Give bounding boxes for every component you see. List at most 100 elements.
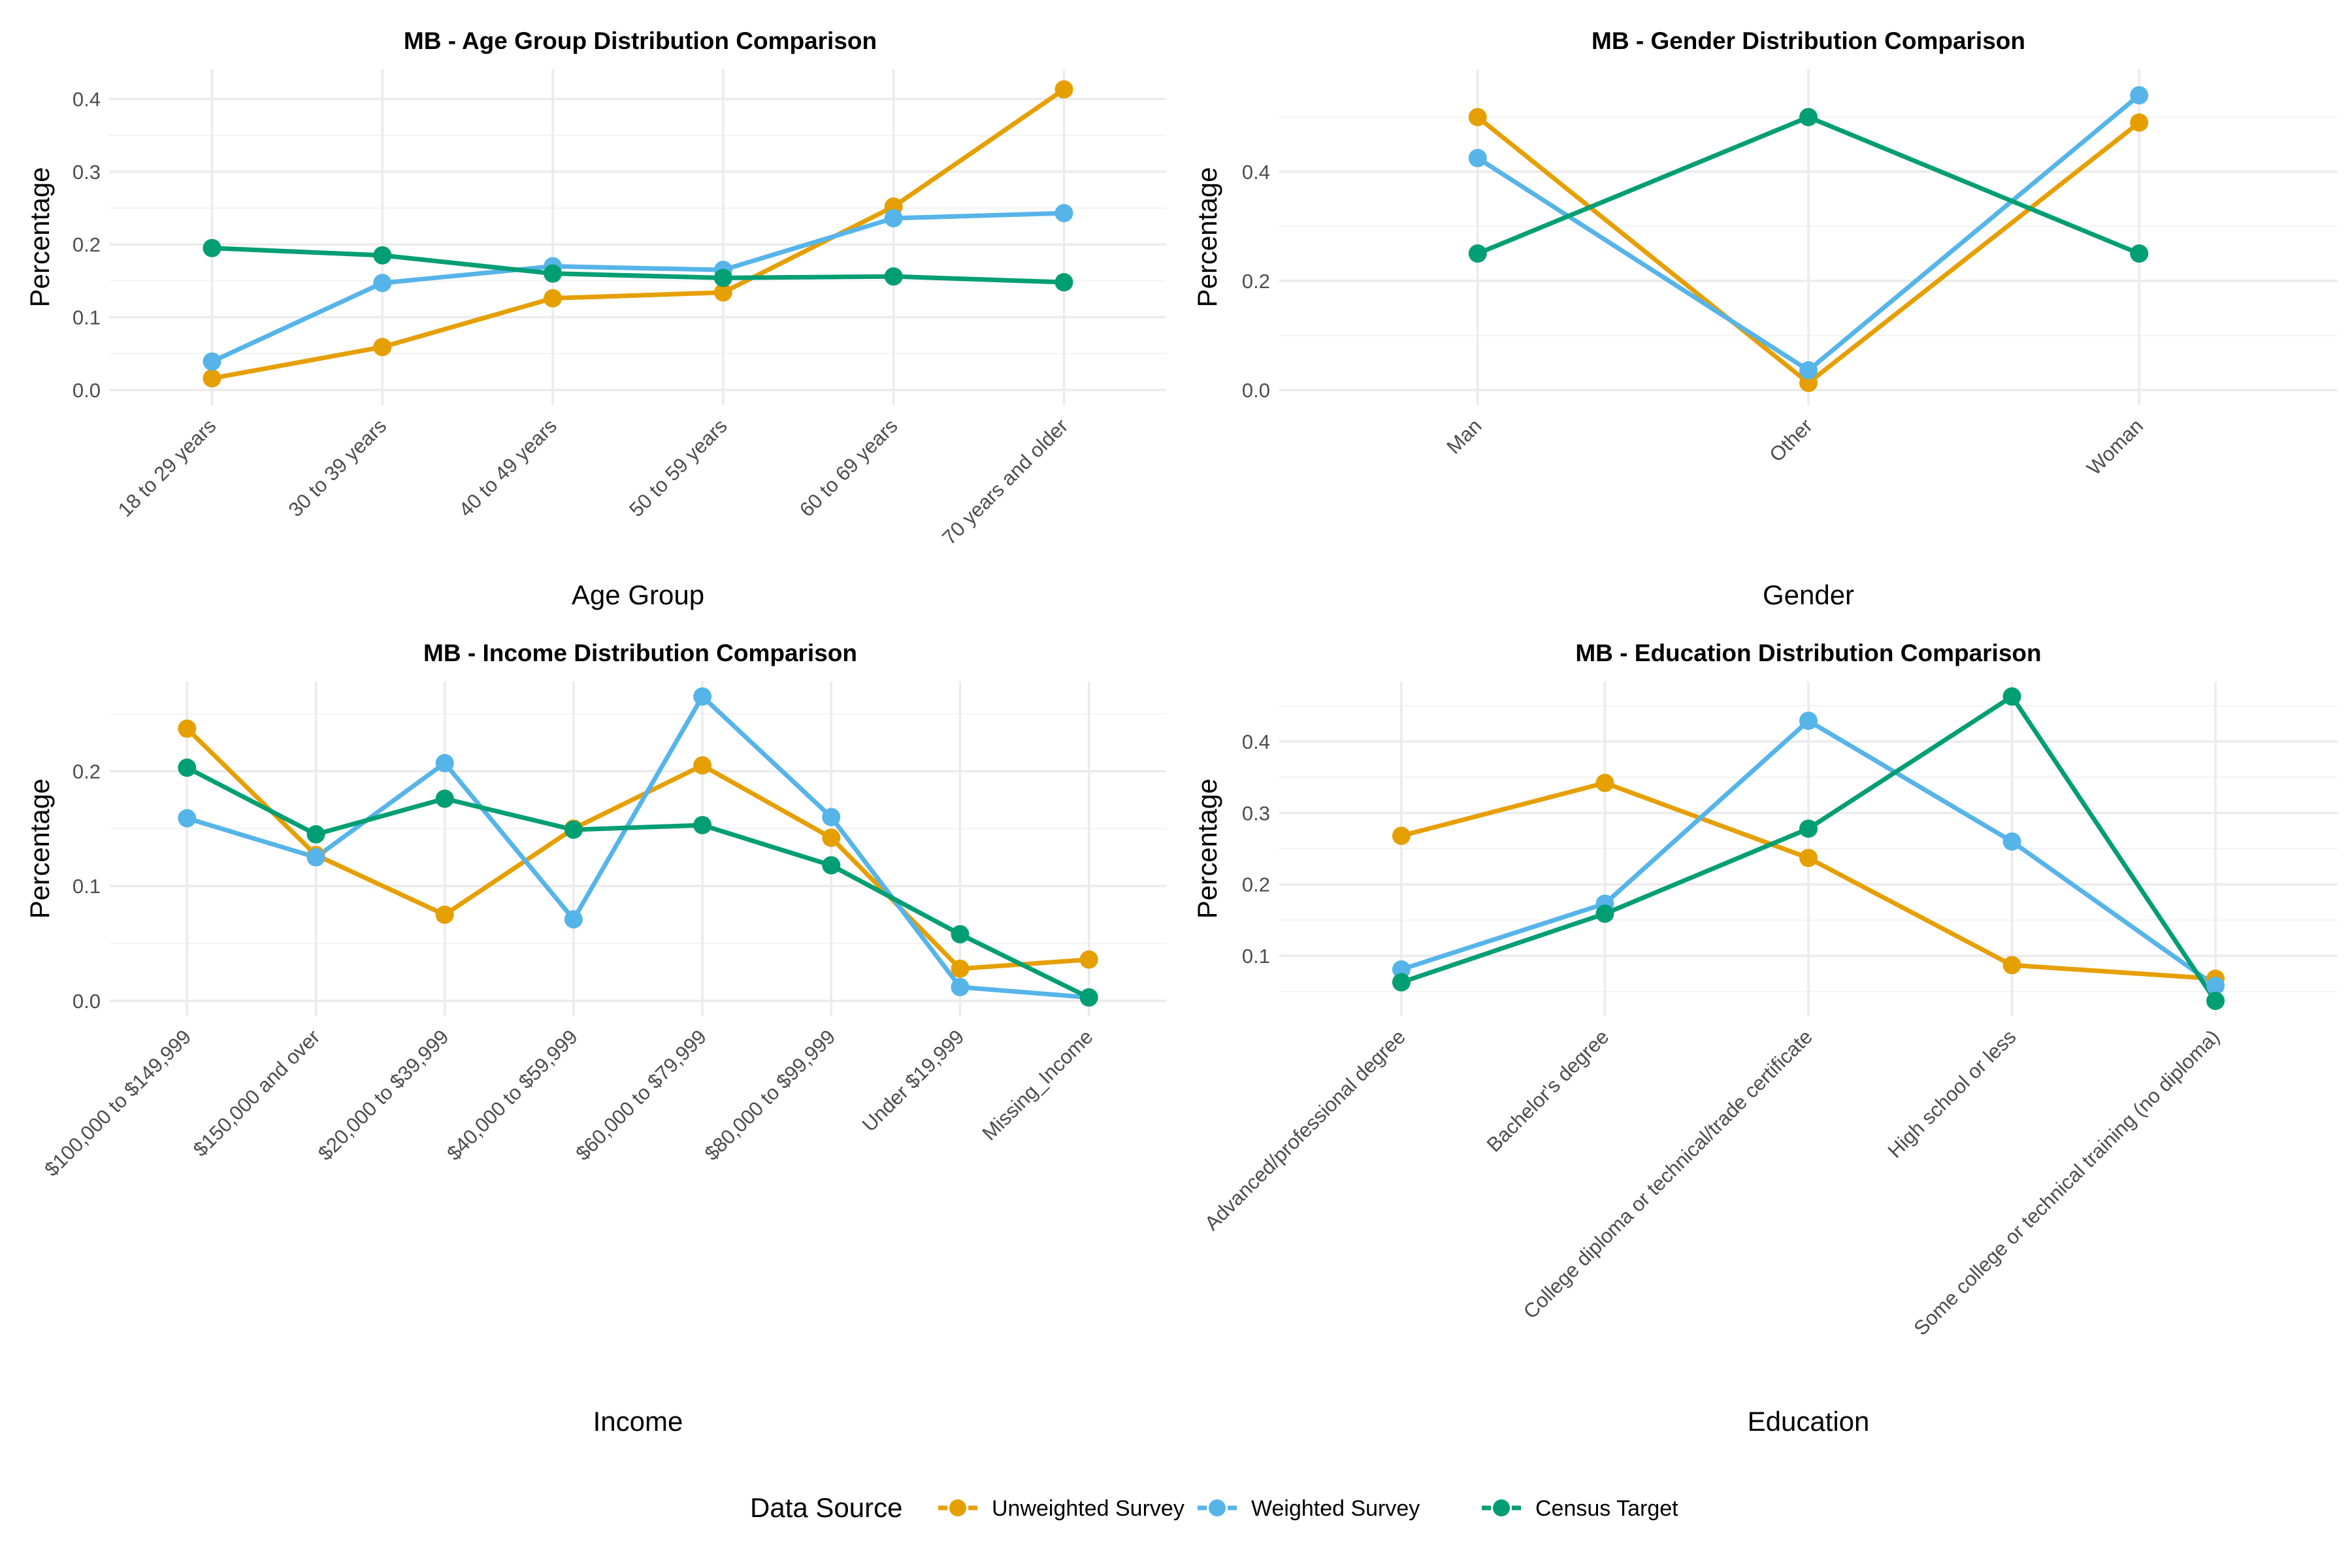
data-point-weighted-survey xyxy=(822,808,841,826)
data-point-weighted-survey xyxy=(1799,711,1818,730)
data-point-census-target xyxy=(564,820,583,839)
y-tick-label: 0.0 xyxy=(73,379,101,402)
data-point-census-target xyxy=(2206,991,2225,1010)
data-point-unweighted-survey xyxy=(822,828,841,847)
x-axis-label: Income xyxy=(593,1406,683,1437)
data-point-census-target xyxy=(693,815,712,834)
legend-item-unweighted: Unweighted Survey xyxy=(938,1496,1184,1521)
data-point-weighted-survey xyxy=(1054,204,1073,223)
data-point-unweighted-survey xyxy=(1595,774,1614,792)
y-tick-label: 0.0 xyxy=(73,990,101,1013)
data-point-unweighted-survey xyxy=(544,289,563,308)
legend-label-unweighted: Unweighted Survey xyxy=(992,1496,1184,1521)
y-tick-label: 0.3 xyxy=(1242,802,1270,825)
y-tick-label: 0.2 xyxy=(1242,874,1270,896)
data-point-unweighted-survey xyxy=(1054,80,1073,99)
data-point-weighted-survey xyxy=(1799,361,1818,380)
data-point-weighted-survey xyxy=(203,352,221,371)
data-point-census-target xyxy=(822,856,841,875)
data-point-unweighted-survey xyxy=(713,283,732,302)
legend: Data Source Unweighted Survey Weighted S… xyxy=(750,1492,1678,1523)
data-point-unweighted-survey xyxy=(178,719,197,738)
data-point-weighted-survey xyxy=(884,209,903,228)
y-tick-label: 0.1 xyxy=(73,875,101,898)
legend-item-weighted: Weighted Survey xyxy=(1198,1496,1420,1521)
data-point-unweighted-survey xyxy=(435,906,454,924)
data-point-weighted-survey xyxy=(2206,976,2225,995)
series-line-unweighted-survey xyxy=(184,726,1092,972)
legend-key-point xyxy=(1209,1499,1226,1516)
series-line-weighted-survey xyxy=(184,694,1092,1000)
data-point-weighted-survey xyxy=(1468,148,1487,167)
data-point-unweighted-survey xyxy=(693,756,712,775)
data-point-census-target xyxy=(713,269,732,287)
data-point-unweighted-survey xyxy=(1799,374,1818,393)
data-point-census-target xyxy=(1054,273,1073,292)
data-point-weighted-survey xyxy=(1392,960,1411,979)
y-axis-label: Percentage xyxy=(24,779,55,919)
data-point-census-target xyxy=(203,238,221,257)
y-tick-label: 0.4 xyxy=(1242,730,1270,753)
data-point-weighted-survey xyxy=(564,910,583,929)
y-axis-label: Percentage xyxy=(24,167,55,308)
series-line-census-target xyxy=(209,246,1067,285)
y-tick-label: 0.1 xyxy=(73,306,101,329)
data-point-weighted-survey xyxy=(2130,86,2149,105)
data-point-census-target xyxy=(951,924,970,943)
data-point-unweighted-survey xyxy=(1392,826,1411,845)
legend-label-census: Census Target xyxy=(1535,1496,1678,1521)
legend-key-point xyxy=(1493,1499,1510,1516)
data-point-unweighted-survey xyxy=(951,959,970,978)
data-point-weighted-survey xyxy=(306,848,325,867)
data-point-unweighted-survey xyxy=(2002,956,2021,975)
data-point-census-target xyxy=(2002,687,2021,706)
data-point-census-target xyxy=(1392,973,1411,992)
data-point-census-target xyxy=(178,759,197,777)
x-axis-label: Age Group xyxy=(572,580,704,610)
data-point-census-target xyxy=(373,246,392,265)
data-point-unweighted-survey xyxy=(203,369,221,388)
y-tick-label: 0.0 xyxy=(1242,379,1270,402)
data-point-census-target xyxy=(1079,988,1098,1007)
panel-title: MB - Income Distribution Comparison xyxy=(423,640,857,666)
legend-title: Data Source xyxy=(750,1492,902,1523)
data-point-weighted-survey xyxy=(373,274,392,293)
series-line-weighted-survey xyxy=(209,210,1067,364)
data-point-census-target xyxy=(1799,819,1818,838)
legend-label-weighted: Weighted Survey xyxy=(1251,1496,1420,1521)
y-tick-label: 0.2 xyxy=(73,760,101,783)
x-axis-label: Education xyxy=(1748,1406,1870,1437)
y-tick-label: 0.2 xyxy=(73,233,101,256)
data-point-weighted-survey xyxy=(951,977,970,996)
data-point-census-target xyxy=(544,264,563,283)
data-point-weighted-survey xyxy=(693,687,712,706)
x-axis-label: Gender xyxy=(1763,580,1854,610)
data-point-census-target xyxy=(1468,244,1487,263)
y-tick-label: 0.3 xyxy=(73,161,101,184)
series-line-census-target xyxy=(184,765,1092,1000)
data-point-weighted-survey xyxy=(178,809,197,828)
legend-key-point xyxy=(949,1499,966,1516)
data-point-unweighted-survey xyxy=(1079,950,1098,969)
y-axis-label: Percentage xyxy=(1192,779,1222,919)
data-point-census-target xyxy=(884,267,903,286)
data-point-census-target xyxy=(2130,244,2149,263)
data-point-census-target xyxy=(1595,904,1614,923)
series-line-unweighted-survey xyxy=(209,87,1067,381)
data-point-unweighted-survey xyxy=(2130,113,2149,132)
y-tick-label: 0.4 xyxy=(1242,161,1270,184)
data-point-unweighted-survey xyxy=(1468,108,1487,127)
data-point-census-target xyxy=(435,789,454,808)
y-tick-label: 0.4 xyxy=(73,88,101,110)
data-point-unweighted-survey xyxy=(373,338,392,357)
y-tick-label: 0.1 xyxy=(1242,945,1270,968)
y-axis-label: Percentage xyxy=(1192,167,1222,308)
y-tick-label: 0.2 xyxy=(1242,270,1270,293)
legend-item-census: Census Target xyxy=(1482,1496,1678,1521)
data-point-weighted-survey xyxy=(435,754,454,773)
data-point-census-target xyxy=(306,825,325,844)
panel-title: MB - Age Group Distribution Comparison xyxy=(404,27,877,54)
data-point-weighted-survey xyxy=(2002,832,2021,851)
data-point-census-target xyxy=(1799,108,1818,127)
